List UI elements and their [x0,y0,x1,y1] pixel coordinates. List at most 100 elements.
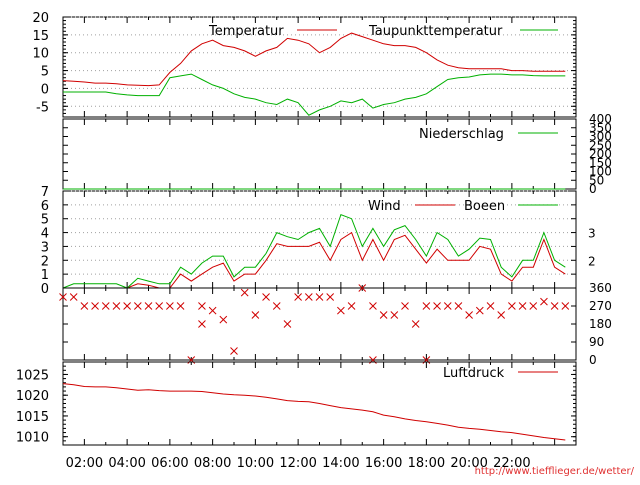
marker-stroke [251,311,260,319]
wind-direction-marker [379,311,388,319]
wind-direction-marker [369,302,377,310]
wind-direction-marker [59,293,67,301]
marker-stroke [80,302,89,310]
y-tick-label: 1 [41,268,49,283]
marker-stroke [379,311,388,319]
wind-direction-marker [101,302,110,310]
y-tick-label: 5 [41,65,49,80]
wind-direction-marker [508,302,516,310]
wind-direction-series [59,284,570,364]
wind-direction-marker [176,302,185,310]
y-tick-label: 1020 [16,389,49,404]
wind-direction-ticks: 0 90 180 270 360 [62,281,612,367]
temperature-series [62,32,566,116]
y-tick-label-right: 2 [588,254,596,268]
marker-stroke [486,302,495,310]
wind-direction-marker [401,302,409,310]
wind-direction-marker [390,311,399,319]
wind-direction-marker [230,347,238,355]
marker-stroke [59,293,67,301]
marker-stroke [176,302,185,310]
y-tick-label-right: 50 [589,173,604,187]
y-tick-label: -5 [36,100,49,115]
y-tick-label: 4 [41,227,49,242]
marker-stroke [166,302,174,310]
legend-precipitation-label: Niederschlag [419,127,504,142]
wind-direction-marker [262,293,270,301]
wind-direction-marker [251,311,260,319]
marker-stroke [262,293,270,301]
wind-direction-marker [80,302,89,310]
wind-direction-marker [240,288,249,297]
time-axis: 02:00 04:00 06:00 08:00 10:00 12:00 14:00 16:00… [66,456,531,471]
marker-stroke [208,306,217,315]
wind-direction-marker [294,293,302,301]
wind-direction-marker [326,293,335,301]
marker-stroke [422,302,431,310]
wind-direction-marker [133,302,142,310]
y-tick-label: 6 [41,199,49,214]
marker-stroke [315,293,324,301]
marker-stroke [198,320,206,328]
wind-direction-marker [347,302,356,310]
y-tick-label-right: 90 [589,335,604,349]
y-tick-label-right: 150 [589,156,612,170]
marker-stroke [198,302,206,310]
series-line-taupunkttemperatur [63,73,566,116]
marker-stroke [219,315,228,324]
x-tick-label: 04:00 [108,456,145,471]
wind-direction-marker [69,293,78,301]
marker-stroke [326,293,335,301]
marker-stroke [550,302,559,310]
wind-direction-marker [155,302,164,310]
marker-stroke [390,311,399,319]
y-tick-label: 0 [41,282,49,297]
x-tick-label: 16:00 [365,456,402,471]
y-tick-label-right: 300 [589,130,612,144]
x-tick-label: 06:00 [151,456,188,471]
y-tick-label: 3 [41,240,49,255]
marker-stroke [358,284,367,292]
marker-stroke [411,320,420,328]
y-tick-label: 1015 [16,410,49,425]
marker-stroke [465,311,473,319]
marker-stroke [454,302,463,310]
wind-direction-marker [272,302,281,310]
wind-direction-marker [337,306,345,315]
y-tick-label-right: 360 [589,281,612,295]
marker-stroke [433,302,441,310]
wind-direction-marker [518,302,527,310]
wind-direction-marker [358,284,367,292]
wind-direction-marker [433,302,441,310]
x-tick-label: 22:00 [493,456,530,471]
y-tick-label-right: 400 [589,112,612,126]
marker-stroke [304,293,313,301]
y-tick-label: 2 [41,254,49,269]
wind-direction-marker [465,311,473,319]
pressure-ticks: 1010 1015 1020 1025 [16,361,577,446]
wind-direction-marker [550,302,559,310]
y-tick-label: 15 [32,29,49,44]
y-tick-label-right: 350 [589,121,612,135]
y-tick-label: 5 [41,213,49,228]
marker-stroke [561,302,570,310]
marker-stroke [69,293,78,301]
legend-wind-label: Wind [368,199,401,214]
wind-direction-marker [112,302,121,310]
marker-stroke [230,347,238,355]
marker-stroke [508,302,516,310]
x-tick-label: 14:00 [322,456,359,471]
legend-gusts-label: Boeen [464,199,505,214]
marker-stroke [123,302,131,310]
marker-stroke [497,311,506,319]
marker-stroke [272,302,281,310]
legend-pressure-label: Luftdruck [443,366,505,381]
source-url[interactable]: http://www.tiefflieger.de/wetter/ [475,466,635,477]
marker-stroke [401,302,409,310]
y-tick-label: 10 [32,47,49,62]
